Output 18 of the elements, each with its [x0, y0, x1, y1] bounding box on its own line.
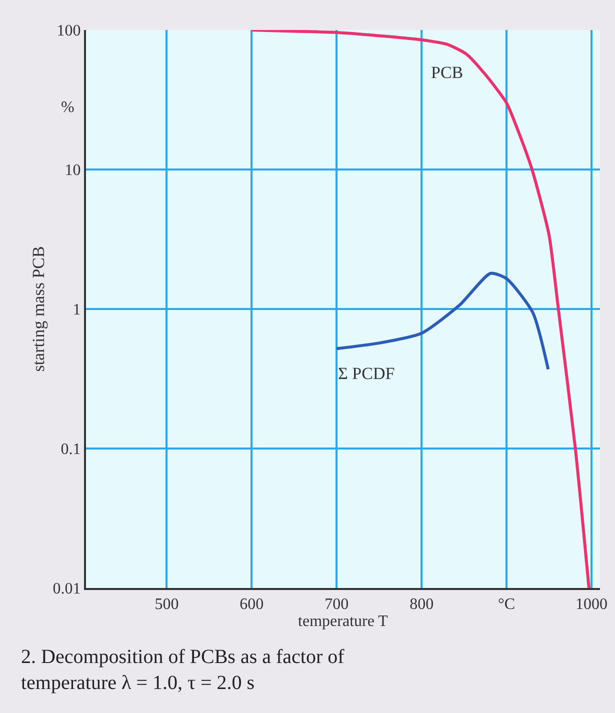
y-tick-label: 10: [64, 162, 81, 180]
x-axis-title: temperature T: [298, 613, 388, 630]
y-tick-label: 0.1: [60, 441, 81, 458]
x-tick-label: 600: [240, 596, 264, 614]
text: %: [61, 99, 74, 116]
text: 2. Decomposition of PCBs as a factor of temperature λ = 1.0, τ = 2.0 s: [21, 646, 345, 694]
x-tick-label: 500: [154, 596, 179, 614]
y-axis-title: starting mass PCB: [28, 246, 48, 372]
series-label: PCB: [431, 63, 464, 82]
x-tick-label: 1000: [576, 596, 608, 614]
y-tick-label: 0.01: [52, 580, 81, 598]
x-tick-label: °C: [498, 596, 516, 614]
series-label: Σ PCDF: [338, 364, 395, 383]
line-series: [250, 30, 590, 588]
x-tick-label: 700: [324, 596, 349, 614]
y-tick-label: 1: [72, 302, 81, 319]
x-tick-label: 800: [410, 596, 434, 614]
y-tick-label: 100: [56, 22, 81, 40]
